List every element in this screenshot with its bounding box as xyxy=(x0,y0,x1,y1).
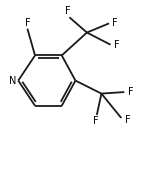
Text: F: F xyxy=(112,18,118,28)
Text: F: F xyxy=(93,116,98,126)
Text: F: F xyxy=(128,87,133,97)
Text: F: F xyxy=(125,114,130,125)
Text: F: F xyxy=(114,40,120,50)
Text: F: F xyxy=(65,6,71,17)
Text: N: N xyxy=(9,76,16,86)
Text: F: F xyxy=(25,18,30,28)
